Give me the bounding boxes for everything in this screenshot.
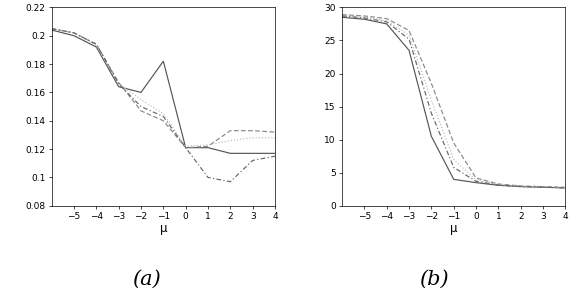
X-axis label: μ: μ	[450, 223, 457, 235]
X-axis label: μ: μ	[160, 223, 167, 235]
Text: (a): (a)	[132, 270, 161, 289]
Text: (b): (b)	[418, 270, 448, 289]
